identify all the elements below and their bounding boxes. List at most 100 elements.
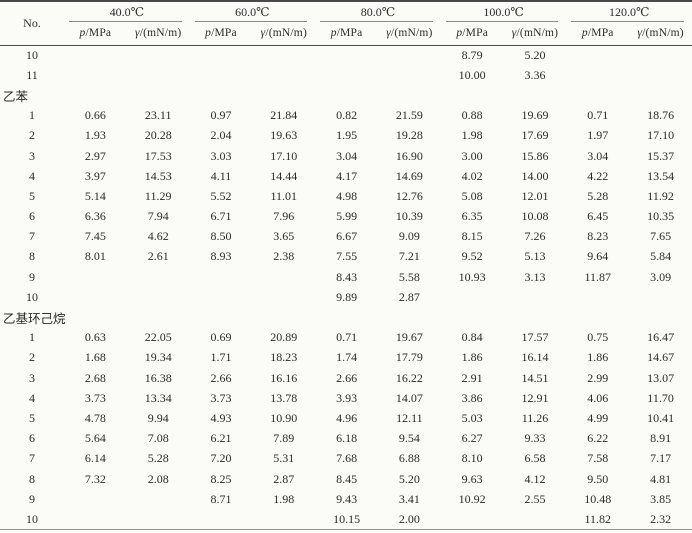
value-cell: 6.45	[587, 209, 609, 224]
value-cell: 5.13	[524, 249, 546, 264]
pressure-symbol: p	[456, 27, 463, 40]
value-cell: 9.09	[398, 229, 420, 244]
value-cell: 7.20	[210, 451, 232, 466]
value-cell: 8.91	[650, 431, 672, 446]
value-cell: 1.98	[461, 128, 483, 143]
value-cell: 7.65	[650, 229, 672, 244]
value-cell: 6.67	[336, 229, 358, 244]
pressure-subheader: p/MPa	[189, 22, 253, 46]
value-cell	[127, 267, 190, 287]
value-cell: 3.04	[336, 148, 358, 163]
value-cell: 18.23	[270, 350, 298, 365]
value-cell: 8.50	[210, 229, 232, 244]
value-cell	[441, 287, 504, 307]
value-cell: 10.48	[584, 491, 612, 506]
pressure-unit: /MPa	[462, 27, 489, 40]
row-number-cell: 7	[29, 451, 35, 466]
value-cell: 9.43	[336, 491, 358, 506]
value-cell: 10.93	[458, 269, 486, 284]
value-cell: 1.97	[587, 128, 609, 143]
value-cell	[566, 287, 629, 307]
table-body: 10 8.79 5.20 11 10.00 3.36 乙苯 1 0.66 23.11 0.97 21.…	[0, 45, 692, 530]
pressure-unit: /MPa	[85, 27, 112, 40]
value-cell: 20.89	[270, 330, 298, 345]
value-cell: 4.02	[461, 168, 483, 183]
row-number-cell: 9	[29, 491, 35, 506]
value-cell	[127, 509, 190, 529]
value-cell	[190, 287, 253, 307]
value-cell: 5.03	[461, 410, 483, 425]
value-cell: 12.76	[395, 188, 423, 203]
value-cell: 13.78	[270, 390, 298, 405]
value-cell: 11.82	[584, 511, 612, 526]
value-cell: 0.88	[461, 108, 483, 123]
row-number-cell: 8	[29, 471, 35, 486]
value-cell: 8.25	[210, 471, 232, 486]
pressure-subheader: p/MPa	[566, 22, 630, 46]
value-cell: 4.17	[336, 168, 358, 183]
value-cell: 9.63	[461, 471, 483, 486]
row-number-cell: 6	[29, 431, 35, 446]
value-cell: 19.63	[270, 128, 298, 143]
value-cell	[378, 65, 441, 85]
value-cell: 1.98	[273, 491, 295, 506]
pressure-symbol: p	[581, 27, 588, 40]
value-cell: 16.16	[270, 370, 298, 385]
value-cell: 3.36	[524, 67, 546, 82]
no-column-header: No.	[0, 1, 64, 46]
tension-symbol: γ	[135, 27, 140, 40]
value-cell: 4.12	[524, 471, 546, 486]
value-cell: 9.33	[524, 431, 546, 446]
value-cell: 5.28	[147, 451, 169, 466]
value-cell: 6.58	[524, 451, 546, 466]
value-cell: 14.67	[647, 350, 675, 365]
value-cell: 7.68	[336, 451, 358, 466]
row-number-cell: 9	[29, 269, 35, 284]
value-cell	[315, 45, 378, 65]
value-cell	[190, 509, 253, 529]
value-cell: 16.22	[395, 370, 423, 385]
value-cell: 1.86	[461, 350, 483, 365]
value-cell	[64, 45, 127, 65]
value-cell: 8.01	[84, 249, 106, 264]
value-cell	[127, 489, 190, 509]
value-cell: 14.07	[395, 390, 423, 405]
value-cell: 8.45	[336, 471, 358, 486]
value-cell: 4.22	[587, 168, 609, 183]
pressure-unit: /MPa	[587, 27, 614, 40]
value-cell: 1.68	[84, 350, 106, 365]
value-cell: 11.87	[584, 269, 612, 284]
value-cell: 14.00	[521, 168, 549, 183]
section-row: 乙基环己烷	[0, 307, 692, 327]
value-cell: 7.58	[587, 451, 609, 466]
value-cell: 5.52	[210, 188, 232, 203]
tension-subheader: γ/(mN/m)	[252, 22, 316, 46]
row-number-cell: 2	[29, 128, 35, 143]
value-cell: 12.11	[396, 410, 423, 425]
pressure-symbol: p	[205, 27, 212, 40]
value-cell: 0.82	[336, 108, 358, 123]
value-cell: 3.86	[461, 390, 483, 405]
value-cell: 17.79	[395, 350, 423, 365]
tension-subheader: γ/(mN/m)	[629, 22, 692, 46]
value-cell	[64, 509, 127, 529]
value-cell: 5.31	[273, 451, 295, 466]
value-cell: 6.21	[210, 431, 232, 446]
value-cell: 12.91	[521, 390, 549, 405]
value-cell: 0.84	[461, 330, 483, 345]
row-number-cell: 7	[29, 229, 35, 244]
value-cell: 12.01	[521, 188, 549, 203]
value-cell: 7.89	[273, 431, 295, 446]
value-cell: 2.91	[461, 370, 483, 385]
value-cell: 4.98	[336, 188, 358, 203]
value-cell: 11.26	[521, 410, 549, 425]
value-cell	[127, 287, 190, 307]
value-cell: 2.55	[524, 491, 546, 506]
pressure-subheader: p/MPa	[315, 22, 378, 46]
table-row: 10 10.15 2.00 11.82 2.32	[0, 509, 692, 529]
section-row: 乙苯	[0, 85, 692, 105]
pressure-unit: /MPa	[211, 27, 237, 40]
value-cell: 0.69	[210, 330, 232, 345]
value-cell: 8.10	[461, 451, 483, 466]
tension-unit: /(mN/m)	[139, 27, 182, 40]
